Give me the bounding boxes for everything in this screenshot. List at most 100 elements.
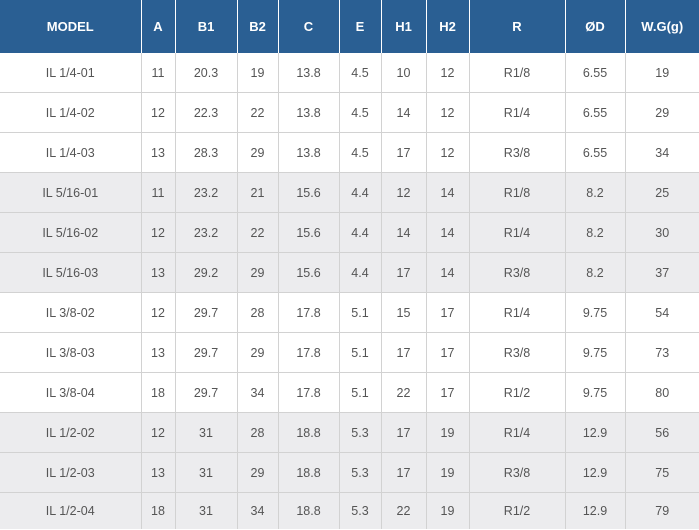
- cell-r: R3/8: [469, 132, 566, 173]
- table-body: IL 1/4-01 11 20.3 19 13.8 4.5 10 12 R1/8 6.55 19 IL…: [0, 53, 699, 529]
- cell-diameter: 12.9: [565, 452, 626, 493]
- cell-model: IL 5/16-02: [0, 212, 142, 253]
- cell-e: 5.3: [339, 452, 382, 493]
- cell-b1: 29.7: [175, 292, 238, 333]
- cell-b2: 21: [237, 172, 279, 213]
- cell-r: R1/4: [469, 412, 566, 453]
- cell-b2: 28: [237, 292, 279, 333]
- table-row: IL 1/4-01 11 20.3 19 13.8 4.5 10 12 R1/8 6.55 19: [0, 53, 699, 93]
- cell-h2: 14: [426, 252, 470, 293]
- cell-h1: 15: [381, 292, 427, 333]
- cell-weight: 54: [625, 292, 699, 333]
- cell-h1: 17: [381, 332, 427, 373]
- cell-b1: 22.3: [175, 92, 238, 133]
- cell-a: 13: [141, 132, 176, 173]
- cell-a: 13: [141, 452, 176, 493]
- cell-model: IL 3/8-04: [0, 372, 142, 413]
- cell-c: 15.6: [278, 172, 340, 213]
- cell-e: 5.1: [339, 372, 382, 413]
- cell-weight: 19: [625, 53, 699, 93]
- cell-h2: 17: [426, 292, 470, 333]
- cell-model: IL 3/8-02: [0, 292, 142, 333]
- cell-h2: 14: [426, 172, 470, 213]
- cell-h2: 12: [426, 132, 470, 173]
- cell-r: R1/4: [469, 292, 566, 333]
- cell-b2: 29: [237, 452, 279, 493]
- cell-a: 12: [141, 292, 176, 333]
- cell-a: 12: [141, 92, 176, 133]
- cell-diameter: 9.75: [565, 292, 626, 333]
- cell-e: 5.1: [339, 292, 382, 333]
- cell-e: 5.3: [339, 492, 382, 529]
- col-header-r: R: [469, 0, 566, 53]
- cell-weight: 79: [625, 492, 699, 529]
- table-row: IL 3/8-02 12 29.7 28 17.8 5.1 15 17 R1/4 9.75 54: [0, 292, 699, 333]
- cell-b1: 31: [175, 492, 238, 529]
- cell-a: 12: [141, 412, 176, 453]
- cell-c: 17.8: [278, 372, 340, 413]
- cell-b2: 28: [237, 412, 279, 453]
- cell-a: 18: [141, 492, 176, 529]
- cell-e: 4.4: [339, 212, 382, 253]
- cell-b1: 23.2: [175, 212, 238, 253]
- cell-a: 13: [141, 332, 176, 373]
- cell-b2: 19: [237, 53, 279, 93]
- cell-b2: 29: [237, 132, 279, 173]
- cell-r: R3/8: [469, 452, 566, 493]
- cell-model: IL 1/4-01: [0, 53, 142, 93]
- col-header-a: A: [141, 0, 176, 53]
- cell-model: IL 1/2-02: [0, 412, 142, 453]
- cell-h1: 17: [381, 132, 427, 173]
- table-row: IL 3/8-04 18 29.7 34 17.8 5.1 22 17 R1/2 9.75 80: [0, 372, 699, 413]
- table-row: IL 5/16-03 13 29.2 29 15.6 4.4 17 14 R3/8 8.2 37: [0, 252, 699, 293]
- cell-diameter: 6.55: [565, 92, 626, 133]
- cell-h1: 12: [381, 172, 427, 213]
- cell-h2: 19: [426, 452, 470, 493]
- cell-b1: 23.2: [175, 172, 238, 213]
- cell-model: IL 3/8-03: [0, 332, 142, 373]
- cell-diameter: 12.9: [565, 412, 626, 453]
- col-header-b1: B1: [175, 0, 238, 53]
- cell-b1: 29.2: [175, 252, 238, 293]
- cell-r: R1/2: [469, 492, 566, 529]
- cell-e: 5.1: [339, 332, 382, 373]
- cell-h1: 14: [381, 92, 427, 133]
- cell-e: 5.3: [339, 412, 382, 453]
- cell-h2: 19: [426, 412, 470, 453]
- cell-weight: 56: [625, 412, 699, 453]
- cell-c: 13.8: [278, 53, 340, 93]
- cell-h1: 14: [381, 212, 427, 253]
- cell-c: 17.8: [278, 292, 340, 333]
- cell-r: R1/4: [469, 92, 566, 133]
- cell-diameter: 12.9: [565, 492, 626, 529]
- col-header-weight: W.G(g): [625, 0, 699, 53]
- cell-weight: 80: [625, 372, 699, 413]
- cell-diameter: 9.75: [565, 372, 626, 413]
- cell-model: IL 1/4-02: [0, 92, 142, 133]
- cell-e: 4.4: [339, 252, 382, 293]
- cell-h2: 17: [426, 332, 470, 373]
- table-row: IL 1/2-04 18 31 34 18.8 5.3 22 19 R1/2 12.9 79: [0, 492, 699, 529]
- cell-diameter: 8.2: [565, 252, 626, 293]
- cell-model: IL 5/16-03: [0, 252, 142, 293]
- table-row: IL 5/16-02 12 23.2 22 15.6 4.4 14 14 R1/4 8.2 30: [0, 212, 699, 253]
- cell-e: 4.5: [339, 53, 382, 93]
- col-header-h1: H1: [381, 0, 427, 53]
- cell-h2: 14: [426, 212, 470, 253]
- header-row: MODEL A B1 B2 C E H1 H2 R ØD W.G(g): [0, 0, 699, 53]
- table-row: IL 1/2-02 12 31 28 18.8 5.3 17 19 R1/4 12.9 56: [0, 412, 699, 453]
- cell-a: 13: [141, 252, 176, 293]
- cell-diameter: 9.75: [565, 332, 626, 373]
- cell-diameter: 6.55: [565, 132, 626, 173]
- cell-weight: 25: [625, 172, 699, 213]
- cell-b2: 22: [237, 212, 279, 253]
- cell-b1: 31: [175, 452, 238, 493]
- cell-c: 15.6: [278, 212, 340, 253]
- cell-weight: 29: [625, 92, 699, 133]
- cell-r: R1/8: [469, 53, 566, 93]
- cell-b1: 28.3: [175, 132, 238, 173]
- table-row: IL 5/16-01 11 23.2 21 15.6 4.4 12 14 R1/8 8.2 25: [0, 172, 699, 213]
- cell-b1: 29.7: [175, 332, 238, 373]
- cell-model: IL 5/16-01: [0, 172, 142, 213]
